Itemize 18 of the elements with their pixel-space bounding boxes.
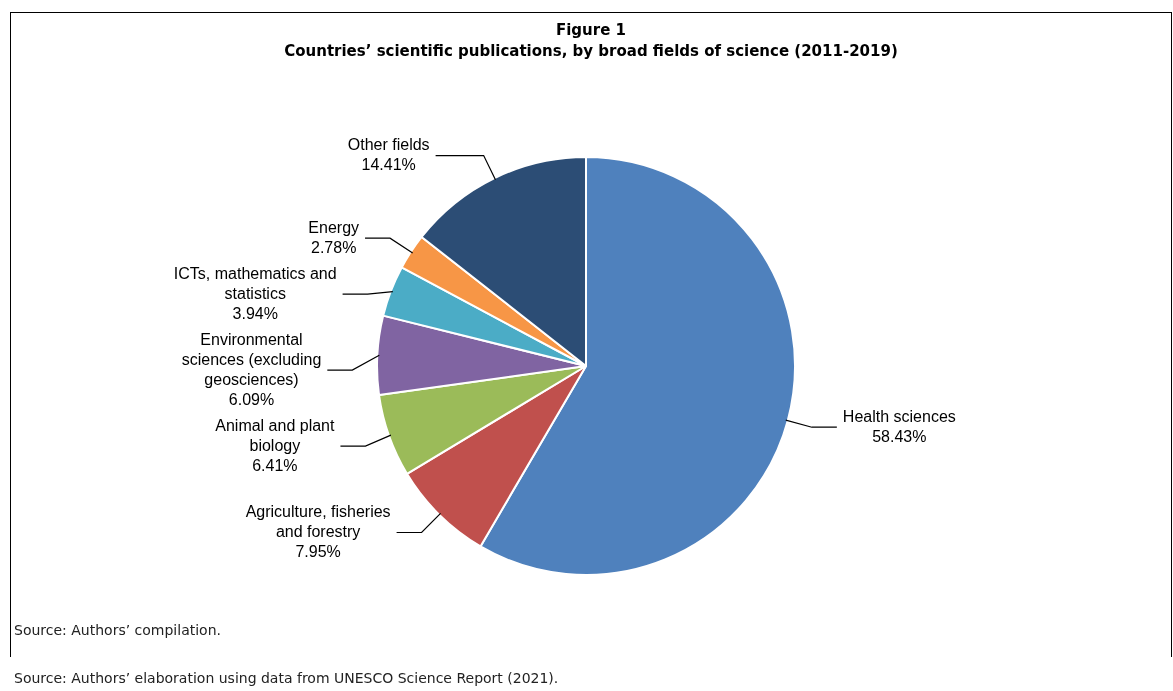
slice-label: Other fields: [347, 135, 430, 153]
source-note: Source: Authors’ compilation.: [14, 622, 221, 638]
chart-subtitle: Countries’ scientific publications, by broad fields of science (2011-2019): [283, 42, 899, 60]
source-note: Source: Authors’ elaboration using data from UNESCO Science Report (2021).: [14, 670, 559, 686]
data-label: 3.94%: [232, 304, 278, 322]
slice-label: Animal and plant biology: [215, 416, 335, 454]
slice-label: Agriculture, fisheries and forestry: [245, 502, 391, 540]
slice-label: ICTs, mathematics and statistics: [173, 264, 337, 302]
data-label: 2.78%: [311, 238, 357, 256]
slice-label: Health sciences: [842, 407, 956, 425]
data-label: 14.41%: [361, 155, 416, 173]
data-label: 7.95%: [295, 542, 341, 560]
data-label: 6.09%: [228, 390, 275, 408]
slice-label: Environmental sciences (excluding geosciences): [181, 330, 322, 388]
chart-title: Figure 1: [554, 21, 627, 39]
slice-label: Energy: [308, 218, 360, 236]
data-label: 6.41%: [252, 456, 298, 474]
data-label: 58.43%: [872, 427, 927, 445]
